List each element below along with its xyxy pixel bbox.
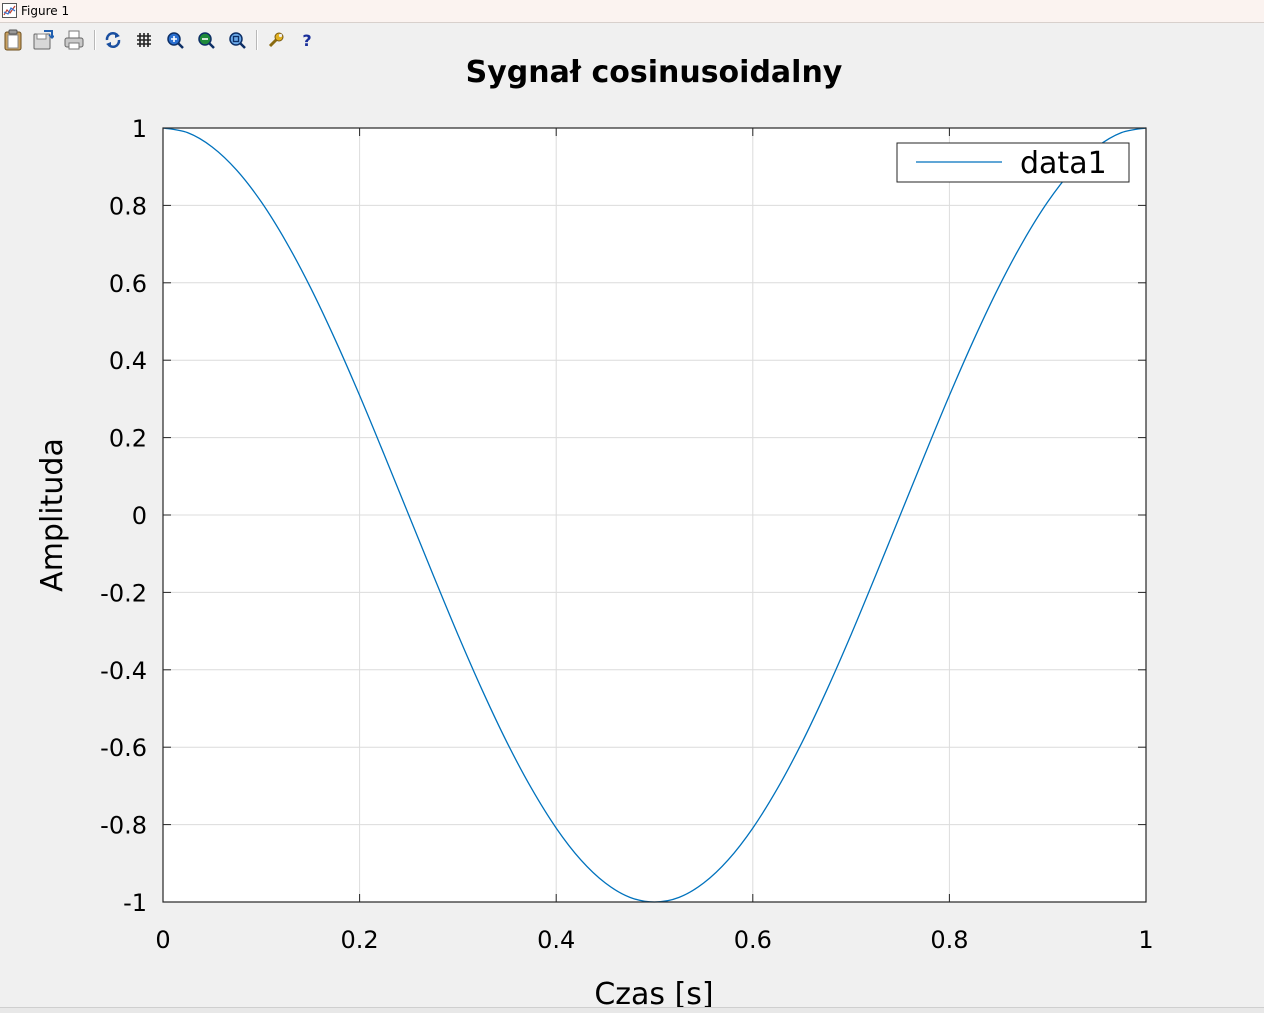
y-tick-label: -0.2 [100,579,147,607]
legend[interactable]: data1 [896,142,1130,183]
zoom-out-button[interactable] [194,28,218,52]
help-button[interactable]: ? [295,28,319,52]
x-tick-label: 0.4 [537,926,575,954]
x-tick-label: 0.2 [341,926,379,954]
window-bottom-edge [0,1007,1264,1013]
axis-ticks [162,127,1147,903]
toolbar-separator [94,30,96,50]
grid-icon [137,33,151,47]
zoom-out-icon [198,32,215,49]
y-tick-label: -0.4 [100,657,147,685]
zoom-reset-icon [229,32,246,49]
y-tick-label: 0.8 [109,192,147,220]
y-tick-labels: 1 0.8 0.6 0.4 0.2 0 -0.2 -0.4 -0.6 -0.8 -1 [100,115,147,917]
x-tick-label: 0 [155,926,170,954]
y-axis-label: Amplituda [35,438,70,592]
y-tick-label: 0 [132,502,147,530]
clipboard-icon [4,29,22,51]
x-axis-label: Czas [s] [594,977,713,1007]
figure-app-icon [2,3,17,18]
zoom-in-button[interactable] [163,28,187,52]
figure-toolbar: ? [0,24,1264,57]
save-button[interactable] [31,28,55,52]
toolbar-separator [256,30,258,50]
x-tick-labels: 0 0.2 0.4 0.6 0.8 1 [155,926,1153,954]
figure-canvas[interactable]: Sygnał cosinusoidalny 0 0.2 0.4 0.6 0.8 1 1 0.… [0,57,1264,1007]
y-tick-label: 0.6 [109,270,147,298]
y-tick-label: 0.2 [109,425,147,453]
print-button[interactable] [62,28,86,52]
y-tick-label: -0.8 [100,812,147,840]
print-icon [64,30,84,50]
legend-entry-label: data1 [1020,146,1107,181]
y-tick-label: 0.4 [109,347,147,375]
refresh-button[interactable] [101,28,125,52]
x-tick-label: 0.8 [930,926,968,954]
copy-button[interactable] [1,28,25,52]
zoom-in-icon [167,32,184,49]
chart-title: Sygnał cosinusoidalny [466,57,843,90]
save-icon [33,30,54,50]
wrench-icon [268,32,284,48]
y-tick-label: -1 [123,889,147,917]
grid-toggle-button[interactable] [132,28,156,52]
y-tick-label: 1 [132,115,147,143]
help-icon: ? [302,31,311,49]
x-tick-label: 1 [1138,926,1153,954]
zoom-reset-button[interactable] [225,28,249,52]
y-tick-label: -0.6 [100,734,147,762]
svg-text:?: ? [302,31,311,49]
window-titlebar: Figure 1 [0,0,1264,23]
properties-button[interactable] [264,28,288,52]
x-tick-label: 0.6 [734,926,772,954]
refresh-icon [105,32,121,48]
window-title: Figure 1 [21,4,70,18]
